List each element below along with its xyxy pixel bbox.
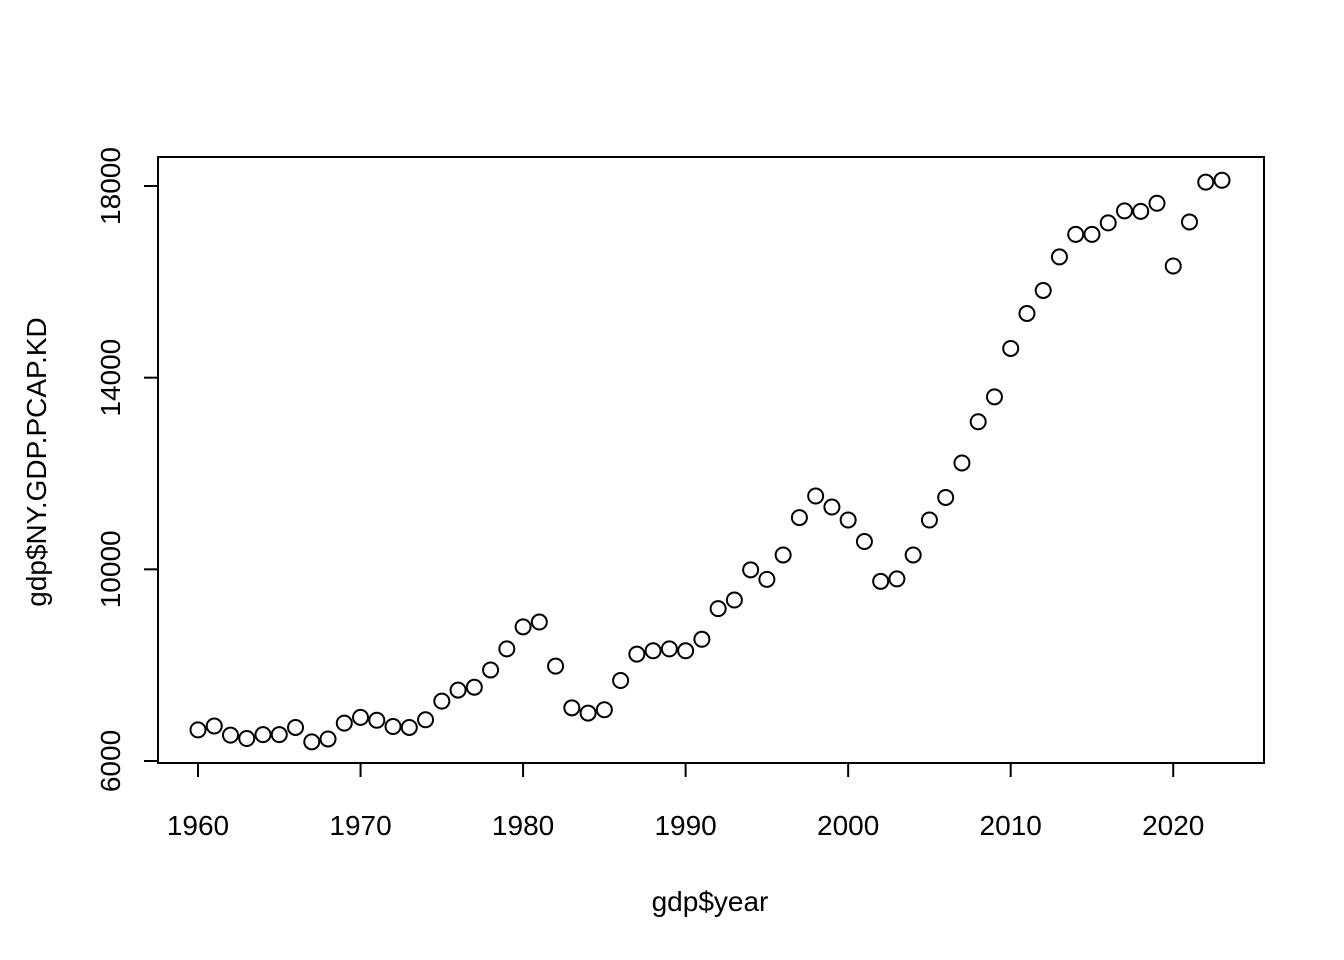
data-point — [725, 591, 743, 609]
data-point — [514, 618, 532, 636]
data-point — [969, 413, 987, 431]
y-tick-label: 10000 — [95, 530, 126, 608]
data-point — [742, 561, 760, 579]
data-point — [482, 661, 500, 679]
data-point — [579, 704, 597, 722]
y-tick-label: 18000 — [95, 147, 126, 225]
x-axis: 1960 1970 1980 1990 2000 2010 2020 — [167, 762, 1204, 841]
x-tick-label: 1990 — [654, 810, 716, 841]
data-point — [319, 730, 337, 748]
data-point — [628, 645, 646, 663]
plot-frame — [157, 156, 1265, 764]
data-point — [937, 488, 955, 506]
data-point — [433, 692, 451, 710]
data-point — [1050, 248, 1068, 266]
y-axis-label: gdp$NY.GDP.PCAP.KD — [21, 317, 52, 607]
data-point — [563, 699, 581, 717]
data-point — [498, 640, 516, 658]
data-point — [1164, 257, 1182, 275]
data-point — [1213, 171, 1231, 189]
y-tick-label: 14000 — [95, 339, 126, 417]
data-point — [189, 721, 207, 739]
data-point — [1197, 173, 1215, 191]
data-point — [904, 546, 922, 564]
data-points — [189, 171, 1231, 751]
data-point — [222, 726, 240, 744]
data-point — [888, 570, 906, 588]
x-tick-label: 2010 — [980, 810, 1042, 841]
data-point — [335, 714, 353, 732]
data-point — [872, 572, 890, 590]
data-point — [774, 546, 792, 564]
data-point — [254, 726, 272, 744]
data-point — [1099, 214, 1117, 232]
data-point — [709, 600, 727, 618]
x-tick-label: 2000 — [817, 810, 879, 841]
data-point — [368, 711, 386, 729]
data-point — [1132, 202, 1150, 220]
data-point — [790, 509, 808, 527]
data-point — [1067, 225, 1085, 243]
data-point — [985, 388, 1003, 406]
data-point — [612, 672, 630, 689]
x-axis-label: gdp$year — [652, 886, 769, 917]
y-axis: 6000 10000 14000 18000 — [95, 147, 159, 792]
data-point — [1115, 202, 1133, 220]
data-point — [417, 711, 435, 729]
data-point — [1148, 194, 1166, 212]
data-point — [823, 498, 841, 516]
data-point — [1034, 281, 1052, 299]
x-tick-label: 1970 — [329, 810, 391, 841]
data-point — [205, 717, 223, 735]
data-point — [920, 511, 938, 529]
data-point — [547, 657, 565, 675]
data-point — [693, 630, 711, 648]
x-tick-label: 1960 — [167, 810, 229, 841]
data-point — [1002, 339, 1020, 357]
data-point — [1180, 213, 1198, 231]
data-point — [530, 613, 548, 631]
data-point — [1083, 225, 1101, 243]
data-point — [1018, 304, 1036, 322]
y-tick-label: 6000 — [95, 730, 126, 792]
data-point — [400, 718, 418, 736]
data-point — [677, 642, 695, 660]
data-point — [238, 729, 256, 747]
data-point — [287, 718, 305, 736]
data-point — [384, 718, 402, 735]
data-point — [855, 533, 873, 551]
data-point — [758, 570, 776, 588]
data-point — [303, 733, 321, 751]
data-point — [807, 487, 825, 505]
data-point — [839, 511, 857, 529]
x-tick-label: 1980 — [492, 810, 554, 841]
data-point — [660, 640, 678, 658]
data-point — [465, 678, 483, 696]
data-point — [644, 642, 662, 660]
data-point — [449, 681, 467, 699]
x-tick-label: 2020 — [1142, 810, 1204, 841]
data-point — [270, 726, 288, 744]
data-point — [595, 701, 613, 719]
data-point — [953, 454, 971, 472]
data-point — [352, 708, 370, 726]
